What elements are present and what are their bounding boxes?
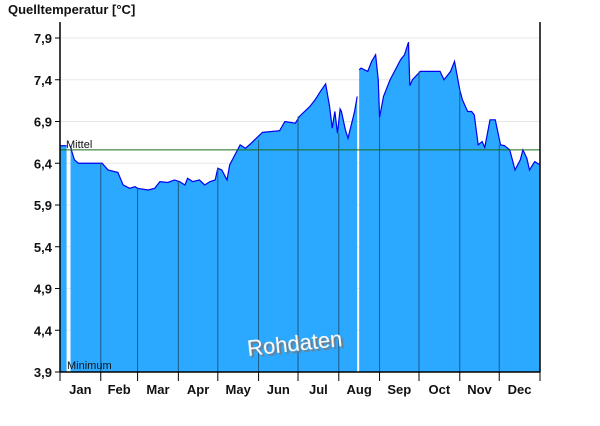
x-tick-label-nov: Nov [467,382,492,397]
mean-label: Mittel [66,139,92,151]
y-tick-label: 4,4 [34,323,53,338]
y-tick-label: 5,9 [34,198,52,213]
x-tick-label-feb: Feb [108,382,131,397]
data-area [70,83,358,373]
x-tick-label-aug: Aug [347,382,372,397]
x-tick-label-jan: Jan [69,382,91,397]
minimum-label: Minimum [67,360,112,372]
x-tick-label-mar: Mar [146,382,169,397]
data-line [358,41,541,172]
x-tick-label-sep: Sep [387,382,411,397]
x-tick-label-oct: Oct [429,382,451,397]
y-tick-label: 6,9 [34,115,52,130]
y-tick-label: 3,9 [34,365,52,380]
y-tick-label: 7,4 [34,73,53,88]
y-tick-label: 7,9 [34,31,52,46]
x-tick-label-jun: Jun [267,382,290,397]
x-tick-label-jul: Jul [309,382,328,397]
x-tick-label-apr: Apr [187,382,209,397]
y-tick-label: 4,9 [34,282,52,297]
x-tick-label-dec: Dec [508,382,532,397]
y-tick-label: 6,4 [34,156,53,171]
chart-title: Quelltemperatur [°C] [8,2,135,17]
data-area [60,145,67,372]
data-line [69,82,358,191]
data-area [359,42,540,373]
x-tick-label-may: May [226,382,252,397]
y-tick-label: 5,4 [34,240,53,255]
